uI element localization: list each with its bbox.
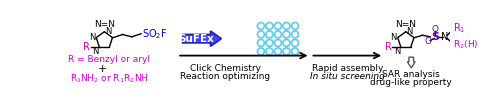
Text: O: O bbox=[432, 25, 438, 34]
Text: N: N bbox=[394, 47, 400, 56]
Text: R = Benzyl or aryl: R = Benzyl or aryl bbox=[68, 55, 150, 64]
Polygon shape bbox=[408, 57, 415, 68]
Text: Click Chemistry: Click Chemistry bbox=[190, 64, 261, 73]
Text: O: O bbox=[424, 37, 432, 46]
Text: N=N: N=N bbox=[94, 20, 115, 29]
Text: N: N bbox=[406, 27, 413, 36]
Text: Reaction optimizing: Reaction optimizing bbox=[180, 72, 270, 81]
Text: N: N bbox=[441, 32, 448, 42]
Text: +: + bbox=[98, 64, 108, 74]
Polygon shape bbox=[182, 31, 222, 46]
Text: R$_1$: R$_1$ bbox=[454, 21, 466, 35]
Text: N: N bbox=[390, 33, 397, 42]
Text: N: N bbox=[89, 33, 96, 42]
Text: SO$_2$F: SO$_2$F bbox=[142, 27, 168, 41]
Text: N: N bbox=[92, 47, 99, 56]
Text: In situ screening: In situ screening bbox=[310, 72, 385, 81]
Text: N=N: N=N bbox=[396, 20, 416, 29]
Text: R$_2$(H): R$_2$(H) bbox=[454, 38, 479, 51]
Text: R: R bbox=[384, 42, 392, 52]
Text: drug-like property: drug-like property bbox=[370, 78, 452, 87]
Text: SuFEx: SuFEx bbox=[178, 34, 214, 44]
Text: S: S bbox=[431, 32, 439, 42]
Text: R: R bbox=[83, 42, 90, 52]
Text: SAR analysis: SAR analysis bbox=[382, 70, 440, 79]
Text: Rapid assembly: Rapid assembly bbox=[312, 64, 384, 73]
Text: N: N bbox=[105, 27, 112, 36]
Text: R$_1$NH$_2$ or R$_1$R$_2$NH: R$_1$NH$_2$ or R$_1$R$_2$NH bbox=[70, 72, 148, 85]
